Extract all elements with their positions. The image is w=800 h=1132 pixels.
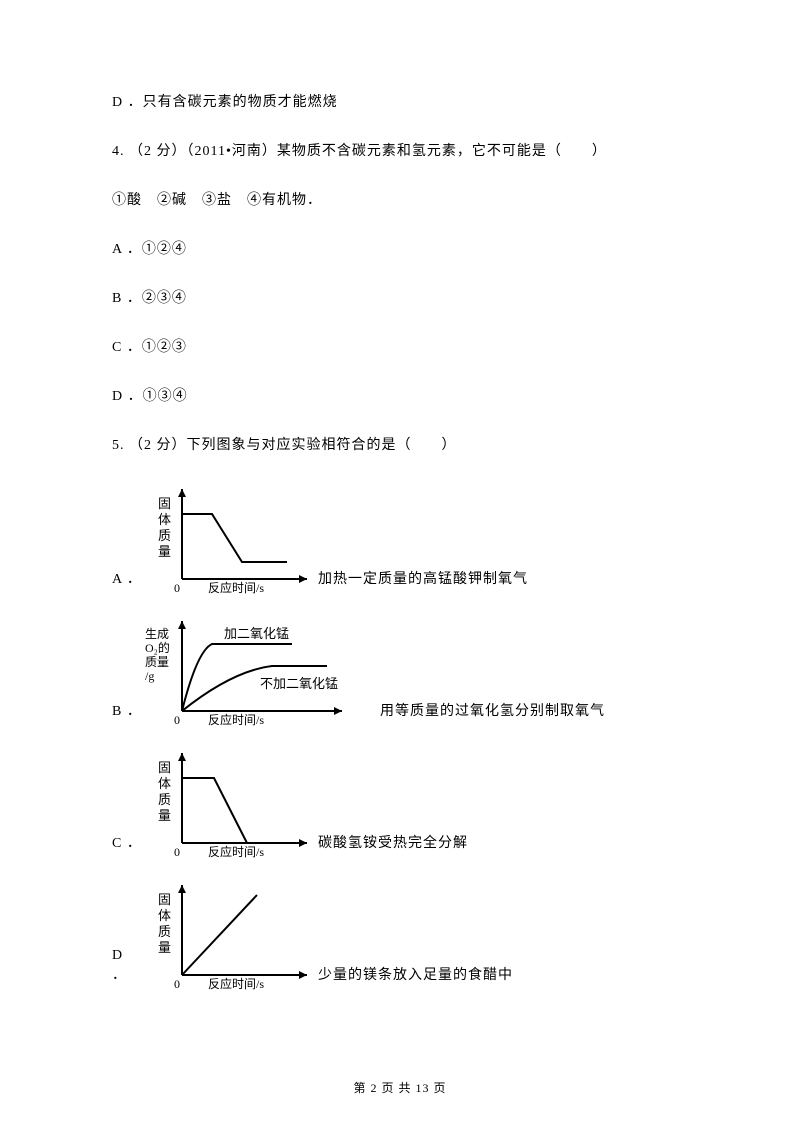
q4-option-c: C ．①②③ [112, 337, 688, 358]
svg-text:0: 0 [174, 977, 180, 991]
svg-text:固: 固 [158, 496, 171, 511]
page-footer: 第 2 页 共 13 页 [0, 1079, 800, 1096]
q5-option-b-row: B ． 生成 O₂的 质量 /g 加二氧化锰 不加二氧化锰 0 反应时间/s 用… [112, 616, 688, 728]
svg-text:生成: 生成 [145, 627, 169, 641]
svg-text:量: 量 [158, 544, 171, 559]
q4-stem: 4. （2 分）（2011•河南）某物质不含碳元素和氢元素，它不可能是（ ） [112, 141, 688, 162]
q3-option-d: D ．只有含碳元素的物质才能燃烧 [112, 92, 688, 113]
svg-text:固: 固 [158, 892, 171, 907]
svg-text:量: 量 [158, 940, 171, 955]
svg-text:质: 质 [158, 792, 171, 807]
q4-sub: ①酸 ②碱 ③盐 ④有机物． [112, 190, 688, 211]
svg-text:体: 体 [158, 908, 171, 923]
q4-option-a: A ．①②④ [112, 239, 688, 260]
svg-text:质量: 质量 [145, 655, 169, 669]
chart-c: 固 体 质 量 0 反应时间/s [142, 748, 312, 860]
q5-a-caption: 加热一定质量的高锰酸钾制氧气 [312, 568, 528, 596]
q5-option-d-row: D ． 固 体 质 量 0 反应时间/s 少量的镁条放入足量的食醋中 [112, 880, 688, 992]
q5-c-caption: 碳酸氢铵受热完全分解 [312, 832, 468, 860]
page-content: D ．只有含碳元素的物质才能燃烧 4. （2 分）（2011•河南）某物质不含碳… [0, 0, 800, 992]
q5-b-caption: 用等质量的过氧化氢分别制取氧气 [362, 700, 605, 728]
svg-text:量: 量 [158, 808, 171, 823]
svg-text:不加二氧化锰: 不加二氧化锰 [260, 676, 338, 691]
q5-b-label: B ． [112, 700, 142, 728]
q5-stem: 5. （2 分）下列图象与对应实验相符合的是（ ） [112, 435, 688, 456]
svg-text:O₂的: O₂的 [145, 640, 170, 655]
svg-text:体: 体 [158, 776, 171, 791]
q5-d-caption: 少量的镁条放入足量的食醋中 [312, 964, 513, 992]
q5-c-label: C ． [112, 832, 142, 860]
svg-text:0: 0 [174, 581, 180, 595]
svg-text:体: 体 [158, 512, 171, 527]
svg-text:0: 0 [174, 845, 180, 859]
svg-text:固: 固 [158, 760, 171, 775]
q5-a-label: A ． [112, 568, 142, 596]
chart-b: 生成 O₂的 质量 /g 加二氧化锰 不加二氧化锰 0 反应时间/s [142, 616, 362, 728]
svg-text:加二氧化锰: 加二氧化锰 [224, 626, 289, 641]
svg-text:反应时间/s: 反应时间/s [208, 712, 264, 727]
svg-text:反应时间/s: 反应时间/s [208, 844, 264, 859]
q4-option-b: B ．②③④ [112, 288, 688, 309]
q5-option-c-row: C ． 固 体 质 量 0 反应时间/s 碳酸氢铵受热完全分解 [112, 748, 688, 860]
svg-text:反应时间/s: 反应时间/s [208, 580, 264, 595]
q4-option-d: D ．①③④ [112, 386, 688, 407]
q5-option-a-row: A ． 固 体 质 量 0 反应时间/s 加热一定质量的高锰酸钾制氧气 [112, 484, 688, 596]
chart-a: 固 体 质 量 0 反应时间/s [142, 484, 312, 596]
svg-text:0: 0 [174, 713, 180, 727]
svg-text:质: 质 [158, 528, 171, 543]
q5-d-label: D ． [112, 948, 142, 992]
svg-text:/g: /g [145, 669, 154, 683]
svg-text:反应时间/s: 反应时间/s [208, 976, 264, 991]
chart-d: 固 体 质 量 0 反应时间/s [142, 880, 312, 992]
svg-text:质: 质 [158, 924, 171, 939]
